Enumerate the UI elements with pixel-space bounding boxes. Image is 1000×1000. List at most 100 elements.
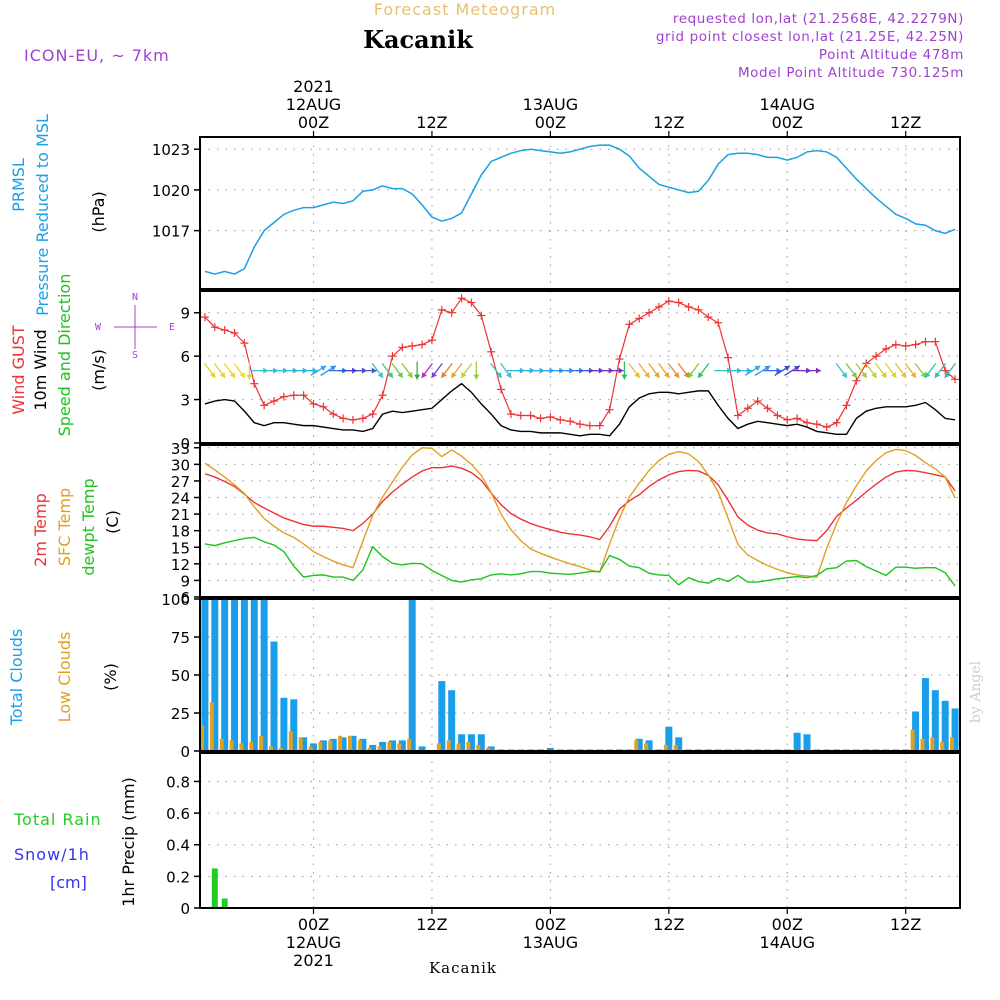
gust-marker bbox=[576, 420, 584, 429]
gust-marker bbox=[240, 339, 249, 348]
gust-marker bbox=[358, 414, 367, 423]
gust-marker bbox=[457, 294, 466, 303]
wind-arrow bbox=[203, 363, 216, 379]
wind-arrow-head bbox=[431, 372, 437, 378]
snow-unit-label: [cm] bbox=[50, 873, 87, 892]
y-tick-label: 9 bbox=[180, 305, 190, 323]
y-tick-label: 27 bbox=[171, 473, 190, 491]
gust-marker bbox=[279, 392, 288, 401]
bar-low-clouds bbox=[456, 743, 461, 751]
gust-marker bbox=[605, 405, 614, 414]
wind-arrow-head bbox=[654, 372, 660, 378]
bar-total-clouds bbox=[339, 737, 347, 751]
bar-total-clouds bbox=[803, 734, 811, 751]
wind-arrow bbox=[490, 363, 503, 379]
gust-marker bbox=[733, 411, 742, 420]
y-tick-label: 3 bbox=[180, 392, 190, 410]
wind-arrow-head bbox=[209, 372, 216, 378]
wind-arrow bbox=[835, 363, 848, 379]
gust-marker bbox=[714, 318, 723, 327]
bar-total-clouds bbox=[438, 681, 446, 751]
wind-arrow bbox=[667, 363, 680, 379]
panel-frame-clouds bbox=[199, 598, 961, 752]
gust-marker bbox=[467, 298, 476, 307]
bar-total-rain bbox=[221, 898, 228, 908]
gust-marker bbox=[931, 337, 940, 346]
bar-total-clouds bbox=[221, 599, 229, 751]
gust-marker bbox=[901, 342, 910, 351]
bar-total-clouds bbox=[319, 740, 327, 751]
gust-marker bbox=[822, 423, 831, 432]
wind-arrow-head bbox=[688, 372, 694, 378]
gust-marker bbox=[348, 415, 357, 424]
gust-marker bbox=[220, 326, 229, 335]
wind-arrow bbox=[855, 363, 868, 379]
bar-low-clouds bbox=[347, 735, 352, 751]
y-tick-label: 18 bbox=[171, 523, 190, 541]
gust-marker bbox=[872, 352, 881, 361]
gust-marker bbox=[635, 314, 644, 323]
wind-arrow bbox=[733, 367, 752, 374]
gust-marker bbox=[506, 410, 515, 419]
compass-w: W bbox=[95, 322, 102, 333]
prmsl-long-label: Pressure Reduced to MSL bbox=[33, 114, 52, 316]
gust-marker bbox=[339, 414, 348, 423]
location-title: Kacanik bbox=[363, 25, 474, 54]
wind-arrow bbox=[648, 363, 660, 379]
wind-arrow-head bbox=[320, 365, 327, 372]
gust-marker bbox=[329, 410, 338, 419]
x-label-top: 12Z bbox=[416, 113, 447, 132]
bar-low-clouds bbox=[288, 731, 293, 751]
bar-total-clouds bbox=[921, 678, 929, 751]
info-line: requested lon,lat (21.2568E, 42.2279N) bbox=[673, 11, 964, 27]
gust-marker bbox=[625, 320, 634, 329]
bar-total-clouds bbox=[941, 700, 949, 751]
gust-marker bbox=[793, 414, 802, 423]
bar-total-clouds bbox=[635, 738, 643, 751]
bar-low-clouds bbox=[446, 740, 451, 751]
wind-arrow bbox=[754, 365, 771, 376]
bar-low-clouds bbox=[259, 735, 264, 751]
compass-glyph: N W E S bbox=[95, 292, 175, 361]
bar-low-clouds bbox=[940, 741, 945, 751]
y-tick-label: 24 bbox=[171, 490, 190, 508]
wind-arrow-head bbox=[377, 372, 384, 378]
wind-arrow bbox=[371, 363, 384, 379]
wind-arrow-head bbox=[663, 372, 670, 378]
wind-arrow bbox=[473, 361, 480, 380]
bar-low-clouds bbox=[644, 743, 649, 751]
bar-total-clouds bbox=[487, 746, 495, 751]
wind-arrow bbox=[299, 367, 318, 374]
gust-marker bbox=[437, 305, 446, 314]
y-tick-label: 1023 bbox=[152, 141, 190, 159]
bar-low-clouds bbox=[219, 738, 224, 751]
wind-arrow-head bbox=[239, 372, 245, 378]
bar-low-clouds bbox=[486, 747, 491, 751]
gust-marker bbox=[289, 391, 298, 400]
bar-low-clouds bbox=[663, 744, 668, 751]
x-label-top: 14AUG bbox=[760, 95, 815, 114]
y-tick-label: 21 bbox=[171, 506, 190, 524]
wind-arrow-head bbox=[746, 367, 752, 374]
wind-arrow-head bbox=[618, 367, 624, 374]
bar-total-clouds bbox=[201, 599, 209, 751]
gust-marker bbox=[270, 397, 279, 406]
x-label-bottom: 2021 bbox=[293, 951, 334, 970]
bar-total-clouds bbox=[645, 740, 653, 751]
wind-arrow bbox=[934, 363, 947, 379]
compass-s: S bbox=[132, 350, 138, 361]
wind-arrow bbox=[875, 363, 887, 379]
x-label-top: 2021 bbox=[293, 77, 334, 96]
bar-total-clouds bbox=[329, 738, 337, 751]
bar-low-clouds bbox=[278, 747, 283, 751]
gust-marker bbox=[694, 305, 703, 314]
wind-arrow bbox=[763, 367, 782, 374]
bar-low-clouds bbox=[328, 740, 333, 751]
bar-total-clouds bbox=[458, 734, 466, 751]
gust-marker bbox=[546, 412, 555, 421]
gust-marker bbox=[200, 313, 209, 322]
gust-marker bbox=[921, 337, 930, 346]
bar-total-clouds bbox=[280, 697, 288, 751]
model-label: ICON-EU, ~ 7km bbox=[24, 46, 170, 65]
